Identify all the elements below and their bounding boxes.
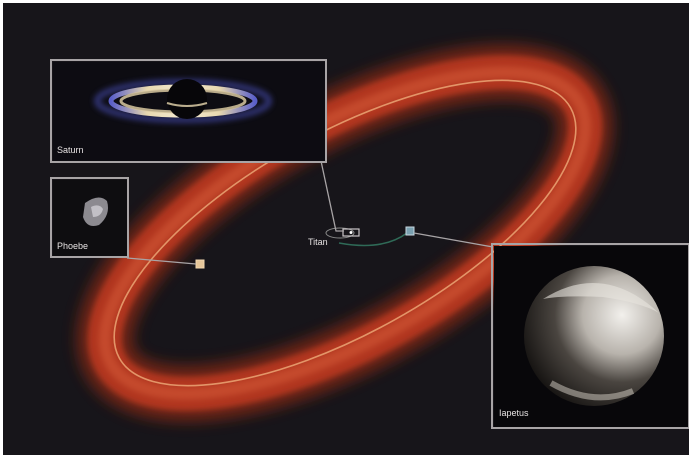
iapetus-connector [413,232,494,248]
iapetus-image [494,246,688,427]
saturn-marker [342,228,360,237]
saturn-dot [349,231,353,234]
phoebe-marker [195,259,205,269]
diagram-graphics [53,44,688,427]
titan-label: Titan [308,237,328,247]
iapetus-orbit [338,232,408,247]
phoebe-label: Phoebe [57,241,89,251]
iapetus-inset [491,243,689,429]
phoebe-inset [50,177,129,258]
saturn-inset [50,59,327,163]
titan-orbit [325,227,355,239]
iapetus-label: Iapetus [499,408,529,418]
phoebe-connector [126,257,197,265]
saturn-label: Saturn [57,145,84,155]
space-diagram: Saturn Phoebe Titan Iapetus [3,3,689,455]
saturn-connector [320,160,344,232]
phoebe-image [53,180,127,256]
saturn-image [53,62,325,161]
iapetus-marker [405,226,415,236]
